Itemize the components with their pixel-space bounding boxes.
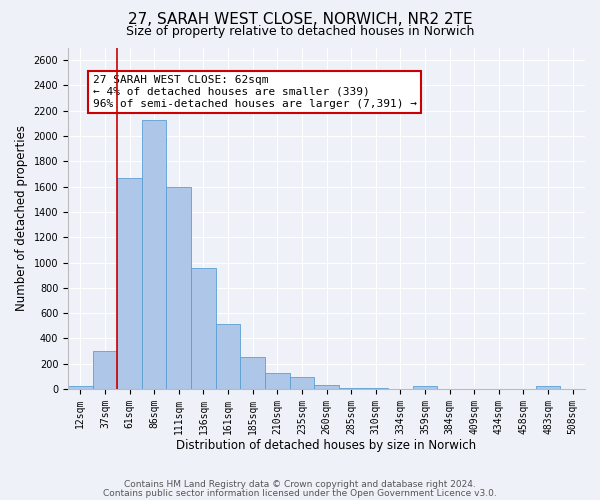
Bar	[339, 388, 364, 389]
Text: Size of property relative to detached houses in Norwich: Size of property relative to detached ho…	[126, 25, 474, 38]
Bar	[290, 377, 314, 389]
Bar	[191, 268, 216, 389]
Bar	[216, 324, 241, 389]
Text: 27 SARAH WEST CLOSE: 62sqm
← 4% of detached houses are smaller (339)
96% of semi: 27 SARAH WEST CLOSE: 62sqm ← 4% of detac…	[92, 76, 416, 108]
Text: 27, SARAH WEST CLOSE, NORWICH, NR2 2TE: 27, SARAH WEST CLOSE, NORWICH, NR2 2TE	[128, 12, 472, 28]
Bar	[265, 373, 290, 389]
Bar	[536, 386, 560, 389]
Bar	[314, 385, 339, 389]
Bar	[364, 388, 388, 389]
Bar	[68, 386, 92, 389]
Text: Contains HM Land Registry data © Crown copyright and database right 2024.: Contains HM Land Registry data © Crown c…	[124, 480, 476, 489]
Bar	[117, 178, 142, 389]
Bar	[413, 386, 437, 389]
Text: Contains public sector information licensed under the Open Government Licence v3: Contains public sector information licen…	[103, 488, 497, 498]
Bar	[142, 120, 166, 389]
Bar	[166, 186, 191, 389]
Y-axis label: Number of detached properties: Number of detached properties	[15, 125, 28, 311]
Bar	[92, 351, 117, 389]
Bar	[241, 356, 265, 389]
X-axis label: Distribution of detached houses by size in Norwich: Distribution of detached houses by size …	[176, 440, 476, 452]
